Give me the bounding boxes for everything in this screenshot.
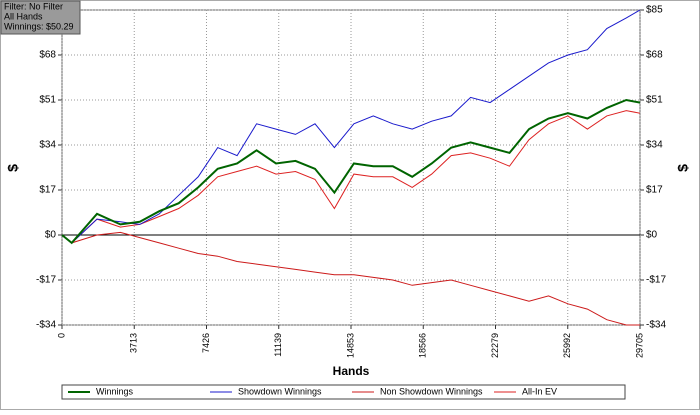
legend (61, 384, 626, 400)
y-tick-label: -$17 (36, 275, 56, 286)
y-tick-label: $34 (39, 140, 56, 151)
x-tick-label: 22279 (490, 333, 500, 358)
info-text: Winnings: $50.29 (4, 21, 74, 31)
x-tick-label: 29705 (634, 333, 644, 358)
y-tick-label: $17 (39, 185, 56, 196)
series-line (61, 98, 641, 245)
x-tick-label: 3713 (129, 333, 139, 353)
legend-label: Non Showdown Winnings (380, 386, 483, 396)
x-tick-label: 18566 (418, 333, 428, 358)
x-axis-label: Hands (333, 364, 370, 378)
y2-tick-label: $17 (646, 185, 663, 196)
series-line (61, 231, 640, 326)
x-tick-label: 14853 (345, 333, 355, 358)
y-tick-label: $68 (39, 50, 56, 61)
info-text: Filter: No Filter (4, 1, 63, 11)
y2-tick-label: $68 (646, 50, 663, 61)
y2-axis-label: $ (675, 164, 691, 172)
x-tick-label: 7426 (201, 333, 211, 353)
info-box (0, 0, 81, 35)
y2-tick-label: $34 (646, 140, 663, 151)
y2-tick-label: -$17 (646, 275, 666, 286)
y2-tick-label: $85 (646, 5, 663, 16)
y-tick-label: $51 (39, 95, 56, 106)
legend-label: Showdown Winnings (238, 386, 322, 396)
y-tick-label: $0 (45, 230, 57, 241)
legend-label: All-In EV (522, 386, 557, 396)
x-tick-label: 25992 (562, 333, 572, 358)
y2-tick-label: -$34 (646, 320, 666, 331)
legend-label: Winnings (96, 386, 134, 396)
y-axis-label: $ (5, 164, 21, 172)
y2-tick-label: $0 (646, 230, 658, 241)
y2-tick-label: $51 (646, 95, 663, 106)
series-line (61, 110, 641, 244)
info-text: All Hands (4, 11, 43, 21)
y-tick-label: -$34 (36, 320, 56, 331)
x-tick-label: 0 (56, 333, 66, 338)
series-line (61, 9, 641, 244)
x-tick-label: 11139 (273, 333, 283, 357)
